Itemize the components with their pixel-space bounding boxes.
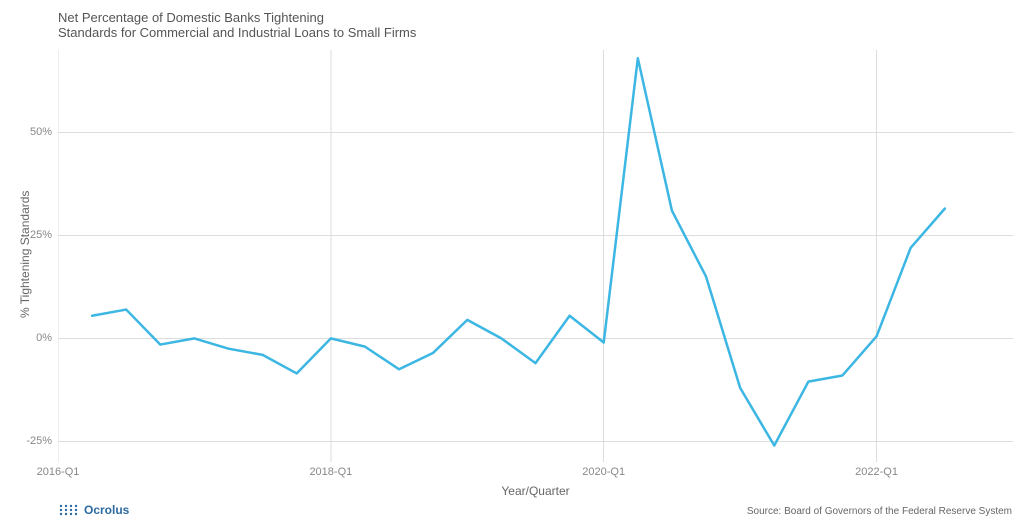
x-tick-label: 2022-Q1	[855, 466, 898, 478]
chart-title: Net Percentage of Domestic Banks Tighten…	[58, 10, 416, 40]
footer-brand: Ocrolus	[58, 503, 129, 517]
footer-source: Source: Board of Governors of the Federa…	[747, 506, 1012, 517]
plot-area	[58, 50, 1013, 462]
y-tick-label: 25%	[30, 229, 52, 241]
y-tick-label: 0%	[36, 332, 52, 344]
x-tick-label: 2020-Q1	[582, 466, 625, 478]
brand-name: Ocrolus	[84, 503, 129, 517]
chart-container: Net Percentage of Domestic Banks Tighten…	[0, 0, 1024, 523]
y-axis-label: % Tightening Standards	[18, 190, 32, 317]
chart-svg	[58, 50, 1013, 462]
y-tick-label: -25%	[26, 435, 52, 447]
x-tick-label: 2018-Q1	[309, 466, 352, 478]
brand-logo-icon	[58, 503, 78, 517]
x-tick-label: 2016-Q1	[37, 466, 80, 478]
x-axis-label: Year/Quarter	[501, 484, 569, 498]
y-tick-label: 50%	[30, 126, 52, 138]
